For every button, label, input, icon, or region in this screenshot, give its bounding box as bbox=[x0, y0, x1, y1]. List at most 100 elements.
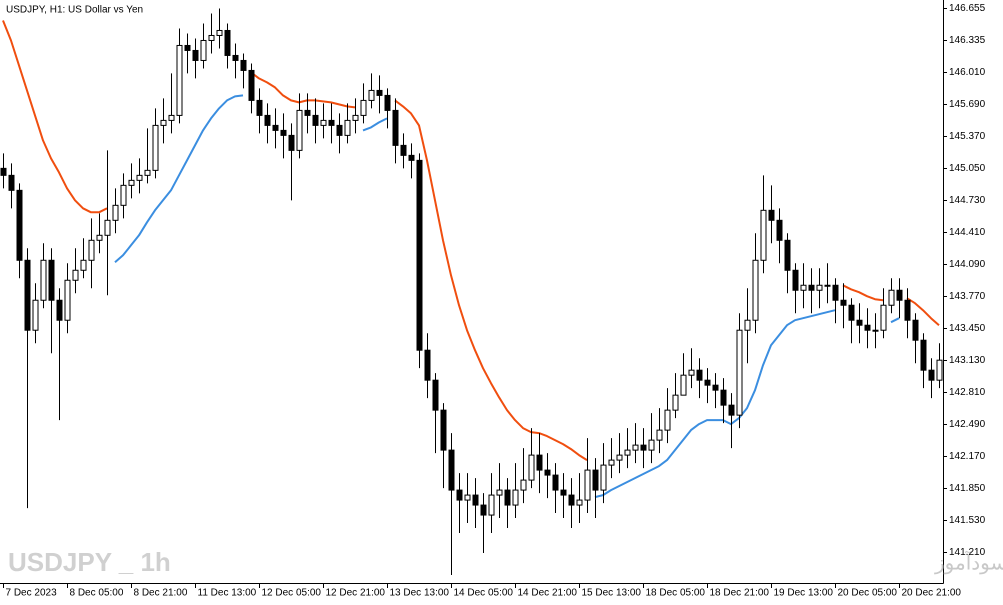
candle-body bbox=[504, 489, 511, 506]
candle-body bbox=[536, 454, 543, 471]
y-tick-label: 143.130 bbox=[949, 355, 986, 366]
candle-body bbox=[824, 284, 831, 287]
x-tick-label: 8 Dec 21:00 bbox=[134, 588, 188, 599]
candle-body bbox=[448, 449, 455, 491]
candle-body bbox=[88, 239, 95, 261]
candle-body bbox=[8, 174, 15, 191]
y-tick-label: 141.210 bbox=[949, 547, 986, 558]
candle-body bbox=[840, 299, 847, 306]
candle-body bbox=[736, 329, 743, 416]
y-tick-label: 144.730 bbox=[949, 195, 986, 206]
y-tick-label: 146.010 bbox=[949, 67, 986, 78]
y-tick-label: 146.655 bbox=[949, 3, 986, 14]
candle-body bbox=[0, 167, 7, 176]
candle-body bbox=[608, 459, 615, 466]
candle-body bbox=[384, 94, 391, 111]
candle-body bbox=[688, 369, 695, 376]
x-tick-label: 14 Dec 21:00 bbox=[518, 588, 578, 599]
candle-body bbox=[760, 209, 767, 261]
x-tick-label: 20 Dec 05:00 bbox=[838, 588, 898, 599]
candle-body bbox=[360, 99, 367, 116]
candle-body bbox=[288, 134, 295, 151]
candle-body bbox=[616, 454, 623, 461]
y-tick-label: 143.450 bbox=[949, 323, 986, 334]
candle-body bbox=[872, 329, 879, 332]
x-tick-label: 11 Dec 13:00 bbox=[198, 588, 257, 599]
x-tick-label: 8 Dec 05:00 bbox=[70, 588, 124, 599]
candle-body bbox=[184, 44, 191, 51]
candle-body bbox=[640, 444, 647, 451]
y-tick-label: 141.850 bbox=[949, 483, 986, 494]
candle-body bbox=[136, 174, 143, 181]
y-tick-label: 145.690 bbox=[949, 99, 986, 110]
y-tick-label: 146.335 bbox=[949, 35, 986, 46]
candle-body bbox=[216, 29, 223, 36]
candle-body bbox=[704, 379, 711, 386]
candle-body bbox=[720, 389, 727, 406]
candle-body bbox=[912, 319, 919, 341]
candle-body bbox=[144, 169, 151, 176]
candle-body bbox=[256, 99, 263, 116]
candle-body bbox=[512, 489, 519, 506]
candle-body bbox=[128, 179, 135, 186]
candle-body bbox=[712, 384, 719, 391]
candle-body bbox=[432, 379, 439, 411]
candle-body bbox=[928, 369, 935, 381]
candle-body bbox=[152, 124, 159, 171]
candle-body bbox=[392, 109, 399, 146]
candle-body bbox=[248, 69, 255, 101]
candle-body bbox=[856, 319, 863, 326]
candle-body bbox=[440, 409, 447, 451]
chart-title: USDJPY, H1: US Dollar vs Yen bbox=[6, 5, 143, 16]
candle-body bbox=[472, 494, 479, 506]
x-tick-label: 12 Dec 21:00 bbox=[326, 588, 386, 599]
candle-body bbox=[864, 324, 871, 331]
candle-body bbox=[680, 374, 687, 396]
candle-body bbox=[112, 204, 119, 221]
indicator-line bbox=[114, 94, 900, 499]
candle-body bbox=[296, 109, 303, 151]
candle-body bbox=[528, 454, 535, 481]
candle-body bbox=[328, 119, 335, 126]
candle-body bbox=[744, 319, 751, 331]
watermark: USDJPY _ 1h bbox=[8, 547, 171, 577]
candle-body bbox=[200, 39, 207, 61]
candle-body bbox=[104, 219, 111, 236]
candle-body bbox=[456, 489, 463, 501]
candle-body bbox=[96, 234, 103, 241]
candle-body bbox=[336, 124, 343, 136]
candle-body bbox=[40, 259, 47, 301]
candle-body bbox=[72, 269, 79, 281]
candle-body bbox=[776, 219, 783, 241]
candle-body bbox=[600, 464, 607, 491]
y-tick-label: 142.490 bbox=[949, 419, 986, 430]
candle-body bbox=[48, 259, 55, 301]
candle-body bbox=[16, 189, 23, 261]
candle-body bbox=[592, 469, 599, 491]
candle-body bbox=[768, 209, 775, 221]
candle-body bbox=[520, 479, 527, 491]
y-tick-label: 145.370 bbox=[949, 131, 986, 142]
candle-body bbox=[808, 284, 815, 291]
x-tick-label: 13 Dec 13:00 bbox=[390, 588, 450, 599]
candle-body bbox=[32, 299, 39, 331]
candle-body bbox=[264, 114, 271, 126]
candle-body bbox=[560, 489, 567, 496]
candle-body bbox=[352, 114, 359, 121]
candle-body bbox=[320, 119, 327, 126]
candle-body bbox=[160, 119, 167, 126]
candle-body bbox=[304, 109, 311, 116]
candle-body bbox=[648, 439, 655, 451]
candle-body bbox=[480, 504, 487, 516]
candle-body bbox=[672, 394, 679, 411]
candle-body bbox=[312, 114, 319, 126]
candle-body bbox=[888, 289, 895, 306]
y-tick-label: 142.170 bbox=[949, 451, 986, 462]
candle-body bbox=[544, 469, 551, 476]
candle-body bbox=[632, 444, 639, 451]
candle-body bbox=[568, 494, 575, 506]
candle-body bbox=[192, 49, 199, 61]
candle-body bbox=[176, 44, 183, 116]
candle-body bbox=[752, 259, 759, 321]
